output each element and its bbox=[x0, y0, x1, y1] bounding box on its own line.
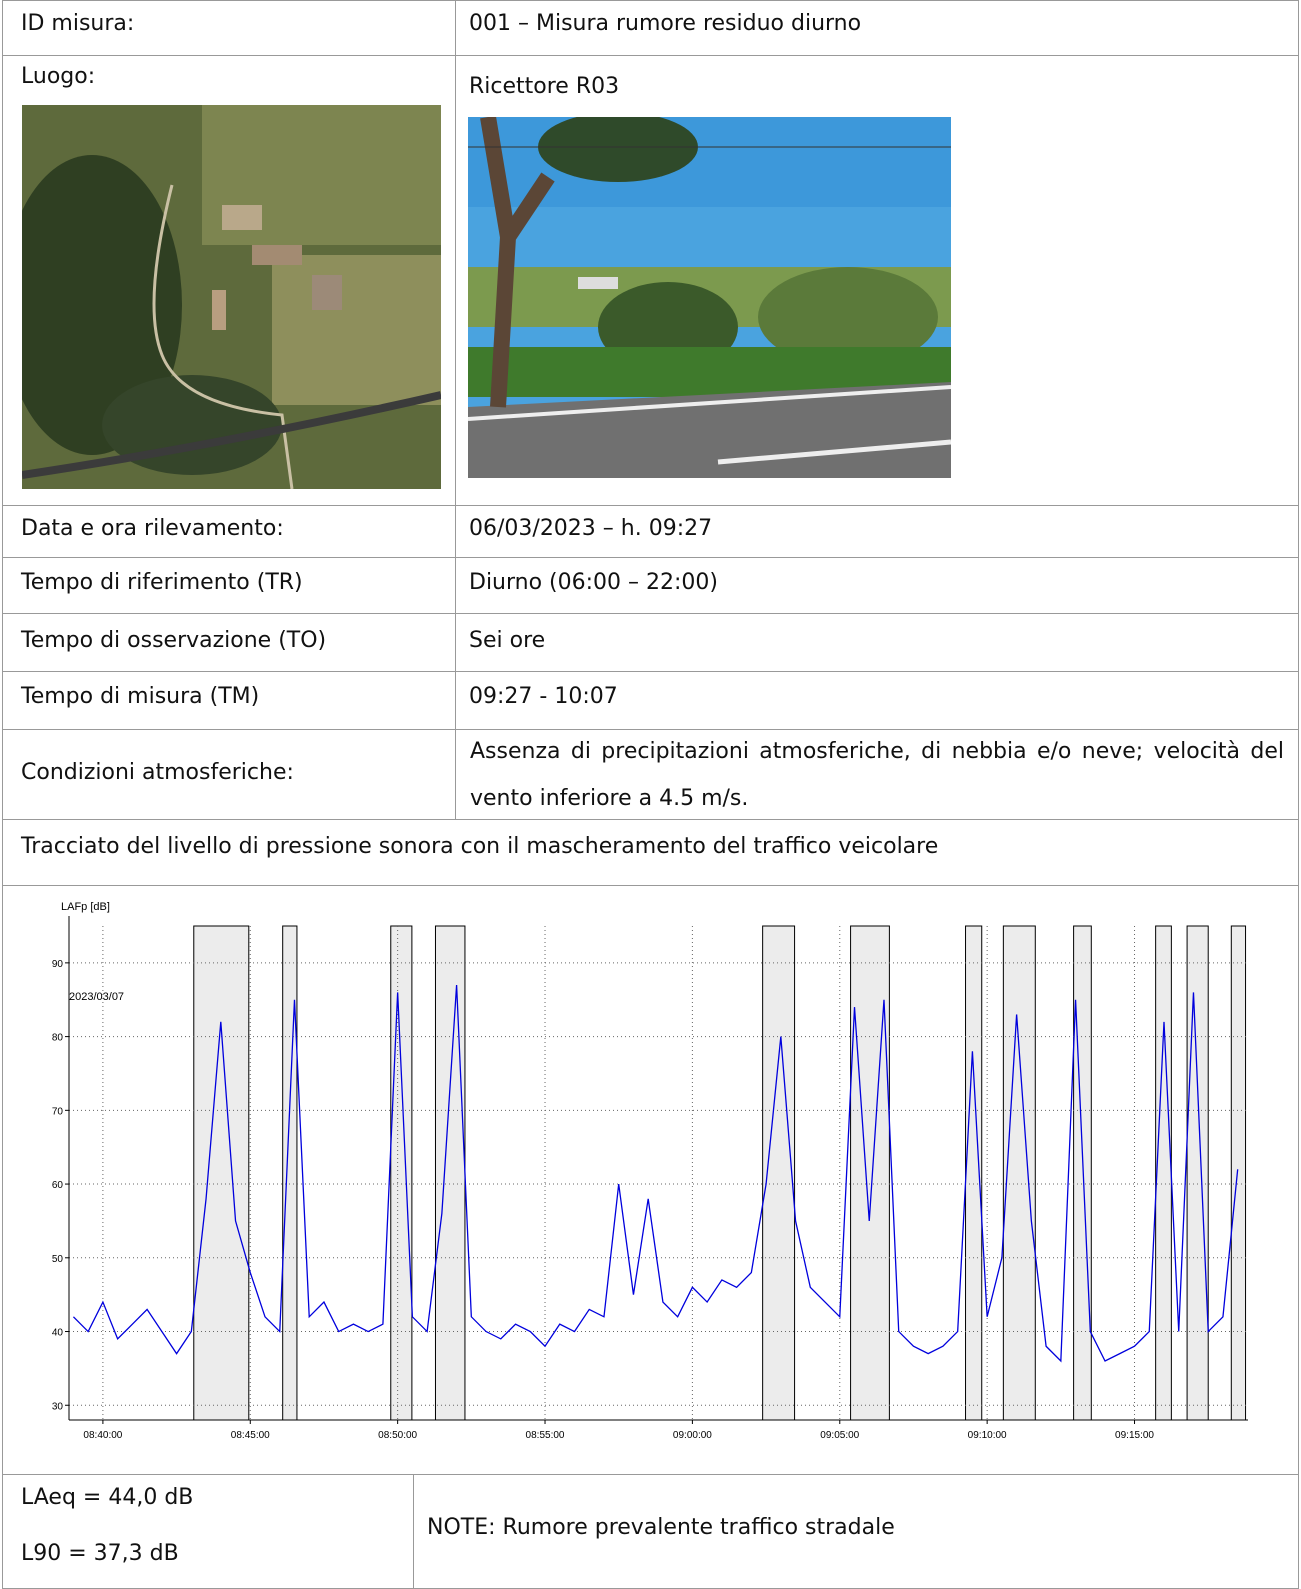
x-tick-label: 08:50:00 bbox=[378, 1430, 417, 1441]
masked-interval bbox=[1156, 926, 1172, 1420]
value: Diurno (06:00 – 22:00) bbox=[469, 570, 718, 595]
cell: Condizioni atmosferiche: bbox=[2, 729, 456, 820]
cell: LAFp [dB] 2023/03/07 30 40 50 60 70 80 90 08:40… bbox=[2, 885, 1299, 1475]
cell: Tracciato del livello di pressione sonor… bbox=[2, 819, 1299, 886]
y-tick-label: 50 bbox=[52, 1254, 64, 1265]
cell: NOTE: Rumore prevalente traffico stradal… bbox=[413, 1474, 1299, 1589]
x-tick-label: 09:00:00 bbox=[673, 1430, 712, 1441]
label: Tempo di riferimento (TR) bbox=[21, 570, 303, 595]
chart-heading: Tracciato del livello di pressione sonor… bbox=[21, 834, 938, 859]
y-tick-label: 40 bbox=[52, 1328, 64, 1339]
x-tick-label: 08:55:00 bbox=[526, 1430, 565, 1441]
value: 06/03/2023 – h. 09:27 bbox=[469, 516, 712, 541]
y-axis-label: LAFp [dB] bbox=[61, 901, 110, 913]
masked-interval bbox=[1187, 926, 1208, 1420]
cell: LAeq = 44,0 dB L90 = 37,3 dB bbox=[2, 1474, 414, 1589]
value: Assenza di precipitazioni atmosferiche, … bbox=[470, 728, 1284, 822]
cell: 001 – Misura rumore residuo diurno bbox=[455, 0, 1299, 56]
masked-interval bbox=[194, 926, 249, 1420]
cell: Ricettore R03 bbox=[455, 55, 1299, 506]
aerial-photo bbox=[22, 105, 441, 489]
y-tick-label: 30 bbox=[52, 1401, 64, 1412]
cell: Luogo: bbox=[2, 55, 456, 506]
x-tick-label: 09:05:00 bbox=[820, 1430, 859, 1441]
y-tick-label: 70 bbox=[52, 1106, 64, 1117]
cell: ID misura: bbox=[2, 0, 456, 56]
label: Condizioni atmosferiche: bbox=[21, 760, 294, 785]
cell: Assenza di precipitazioni atmosferiche, … bbox=[455, 729, 1299, 820]
masked-interval bbox=[1003, 926, 1035, 1420]
value: 001 – Misura rumore residuo diurno bbox=[469, 11, 861, 36]
result: LAeq = 44,0 dB bbox=[21, 1485, 193, 1510]
note: NOTE: Rumore prevalente traffico stradal… bbox=[427, 1515, 895, 1540]
cell: Tempo di osservazione (TO) bbox=[2, 613, 456, 672]
masked-interval bbox=[391, 926, 412, 1420]
label: Data e ora rilevamento: bbox=[21, 516, 284, 541]
cell: 09:27 - 10:07 bbox=[455, 671, 1299, 730]
page: ID misura: 001 – Misura rumore residuo d… bbox=[0, 0, 1301, 1589]
x-tick-label: 09:15:00 bbox=[1115, 1430, 1154, 1441]
site-photo bbox=[468, 117, 951, 478]
label: Luogo: bbox=[21, 64, 95, 89]
cell: Tempo di misura (TM) bbox=[2, 671, 456, 730]
x-tick-label: 08:45:00 bbox=[231, 1430, 270, 1441]
value: 09:27 - 10:07 bbox=[469, 684, 618, 709]
y-tick-label: 60 bbox=[52, 1180, 64, 1191]
label: Tempo di misura (TM) bbox=[21, 684, 259, 709]
result: L90 = 37,3 dB bbox=[21, 1541, 179, 1566]
cell: Diurno (06:00 – 22:00) bbox=[455, 557, 1299, 614]
cell: Tempo di riferimento (TR) bbox=[2, 557, 456, 614]
x-tick-label: 09:10:00 bbox=[968, 1430, 1007, 1441]
label: Tempo di osservazione (TO) bbox=[21, 628, 326, 653]
value: Sei ore bbox=[469, 628, 545, 653]
y-tick-label: 80 bbox=[52, 1033, 64, 1044]
chart: LAFp [dB] 2023/03/07 30 40 50 60 70 80 90 08:40… bbox=[3, 886, 1298, 1474]
label: ID misura: bbox=[21, 11, 134, 36]
y-tick-label: 90 bbox=[52, 959, 64, 970]
cell: 06/03/2023 – h. 09:27 bbox=[455, 505, 1299, 558]
masked-interval bbox=[1231, 926, 1245, 1420]
annotation: 2023/03/07 bbox=[69, 991, 124, 1003]
cell: Sei ore bbox=[455, 613, 1299, 672]
cell: Data e ora rilevamento: bbox=[2, 505, 456, 558]
x-tick-label: 08:40:00 bbox=[83, 1430, 122, 1441]
masked-interval bbox=[435, 926, 464, 1420]
masked-interval bbox=[1074, 926, 1092, 1420]
value: Ricettore R03 bbox=[469, 74, 619, 99]
